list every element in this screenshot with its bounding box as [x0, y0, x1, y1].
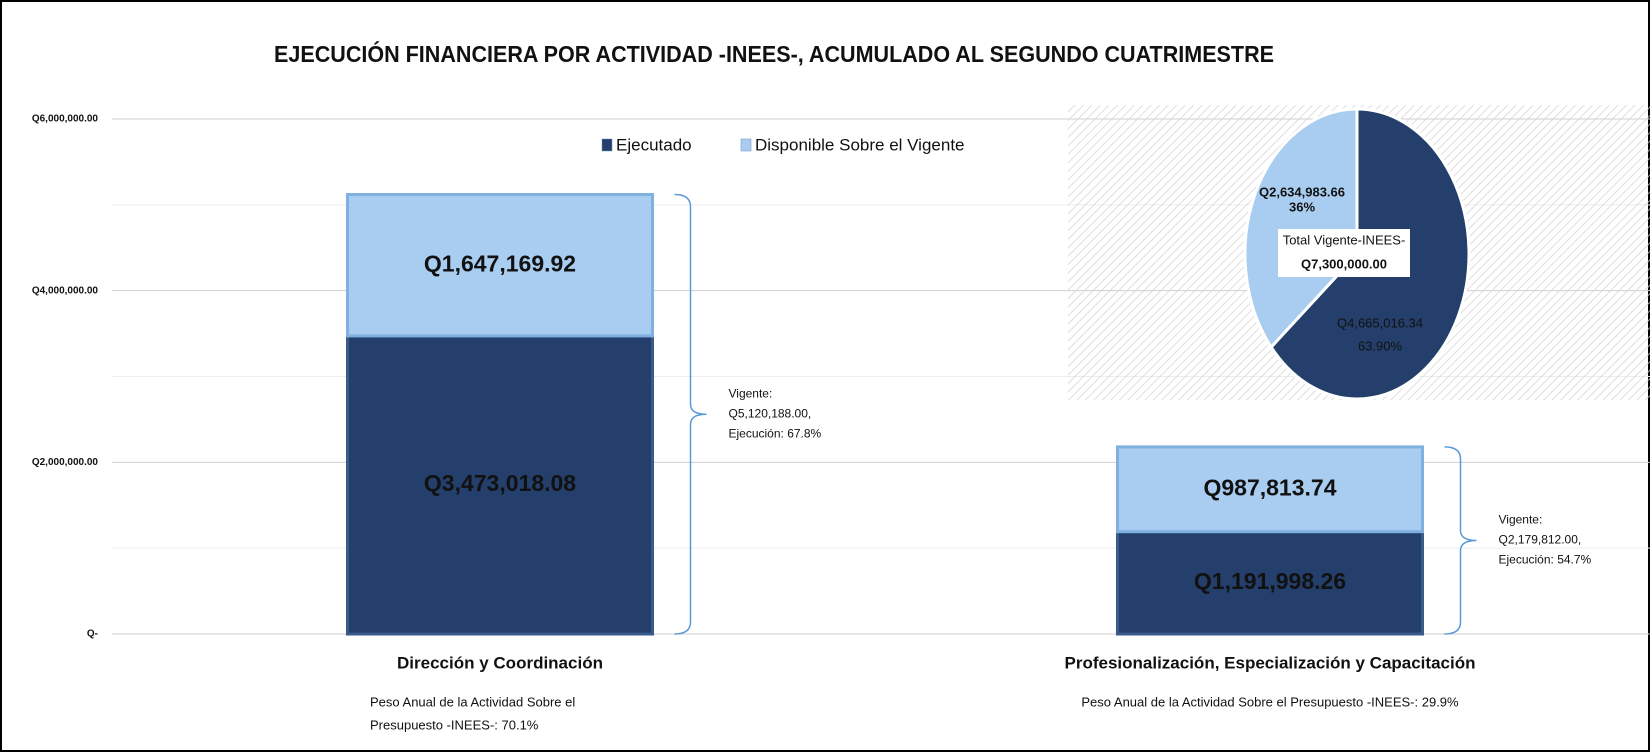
data-label: Q1,647,169.92 — [424, 250, 576, 276]
pie-value-label: Q2,634,983.66 — [1259, 184, 1345, 199]
pie-value-label: Q4,665,016.34 — [1337, 315, 1423, 330]
category-note: Peso Anual de la Actividad Sobre el Pres… — [1081, 694, 1459, 709]
brace-annotation: Q5,120,188.00, — [729, 406, 812, 420]
x-tick-label: Profesionalización, Especialización y Ca… — [1065, 653, 1476, 672]
brace — [1444, 446, 1477, 635]
bar-segment — [346, 193, 654, 338]
brace-annotation: Vigente: — [729, 386, 773, 400]
legend-swatch — [740, 138, 752, 152]
pie-percent-label: 36% — [1289, 199, 1315, 214]
data-label: Q987,813.74 — [1203, 474, 1336, 500]
center-label-box — [1278, 229, 1410, 277]
brace-annotation: Q2,179,812.00, — [1499, 533, 1582, 547]
legend-label: Disponible Sobre el Vigente — [755, 135, 965, 154]
x-tick-label: Dirección y Coordinación — [397, 653, 603, 672]
bar-segment — [346, 334, 654, 636]
brace-annotation: Ejecución: 67.8% — [729, 426, 822, 440]
data-label: Q1,191,998.26 — [1194, 568, 1346, 594]
category-note: Presupuesto -INEES-: 70.1% — [370, 717, 539, 732]
brace-annotation: Ejecución: 54.7% — [1499, 553, 1592, 567]
bar-segment — [1116, 530, 1424, 636]
center-label: Total Vigente-INEES- — [1283, 232, 1406, 247]
data-label: Q3,473,018.08 — [424, 470, 576, 496]
legend-label: Ejecutado — [616, 135, 692, 154]
brace-annotation: Vigente: — [1499, 513, 1543, 527]
bar-segment — [1116, 445, 1424, 534]
center-label: Q7,300,000.00 — [1301, 256, 1387, 271]
y-tick-label: Q4,000,000.00 — [32, 285, 99, 296]
category-note: Peso Anual de la Actividad Sobre el — [370, 694, 575, 709]
brace — [674, 193, 707, 635]
y-tick-label: Q2,000,000.00 — [32, 457, 99, 468]
chart-title: EJECUCIÓN FINANCIERA POR ACTIVIDAD -INEE… — [274, 40, 1274, 67]
y-tick-label: Q6,000,000.00 — [32, 114, 99, 125]
pie-percent-label: 63.90% — [1358, 338, 1403, 353]
pie-slice — [1243, 107, 1359, 350]
y-tick-label: Q- — [87, 629, 98, 640]
legend-swatch — [601, 138, 613, 152]
